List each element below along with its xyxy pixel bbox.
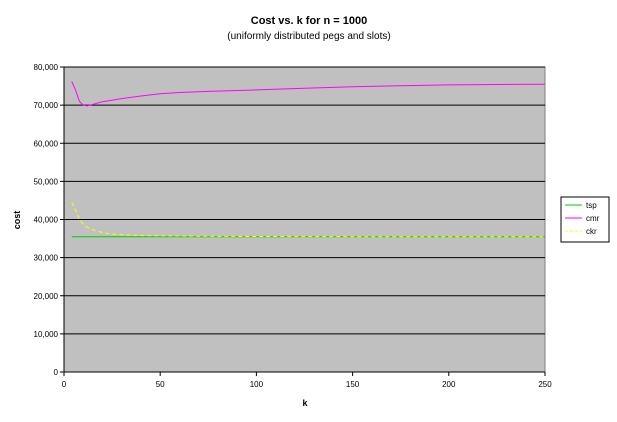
x-axis-label: k xyxy=(302,398,308,408)
x-tick-label: 50 xyxy=(156,380,165,389)
x-tick-label: 100 xyxy=(250,380,264,389)
legend-box xyxy=(560,196,610,243)
legend: tsp cmr ckr xyxy=(560,196,610,243)
y-tick-label: 40,000 xyxy=(34,216,59,225)
y-axis-label: cost xyxy=(12,211,22,230)
y-tick-label: 60,000 xyxy=(34,139,59,148)
y-tick-label: 80,000 xyxy=(34,63,59,72)
legend-label-tsp: tsp xyxy=(586,201,597,210)
y-tick-label: 10,000 xyxy=(34,330,59,339)
legend-label-cmr: cmr xyxy=(586,214,600,223)
chart-subtitle: (uniformly distributed pegs and slots) xyxy=(227,31,390,42)
x-tick-label: 200 xyxy=(442,380,456,389)
chart-title: Cost vs. k for n = 1000 xyxy=(251,15,367,27)
y-tick-label: 0 xyxy=(54,368,59,377)
x-tick-label: 150 xyxy=(346,380,360,389)
x-tick-label: 0 xyxy=(62,380,67,389)
y-tick-label: 50,000 xyxy=(34,177,59,186)
series-line-ckr xyxy=(71,202,545,238)
y-tick-label: 20,000 xyxy=(34,292,59,301)
series-line-cmr xyxy=(71,81,546,107)
y-tick-label: 70,000 xyxy=(34,101,59,110)
gridlines xyxy=(64,66,545,335)
y-tick-label: 30,000 xyxy=(34,254,59,263)
series-lines xyxy=(71,81,546,238)
axes: 0 10,000 20,000 30,000 40,000 50,000 60,000 70,… xyxy=(34,63,553,389)
x-tick-label: 250 xyxy=(538,380,552,389)
legend-label-ckr: ckr xyxy=(586,227,597,236)
